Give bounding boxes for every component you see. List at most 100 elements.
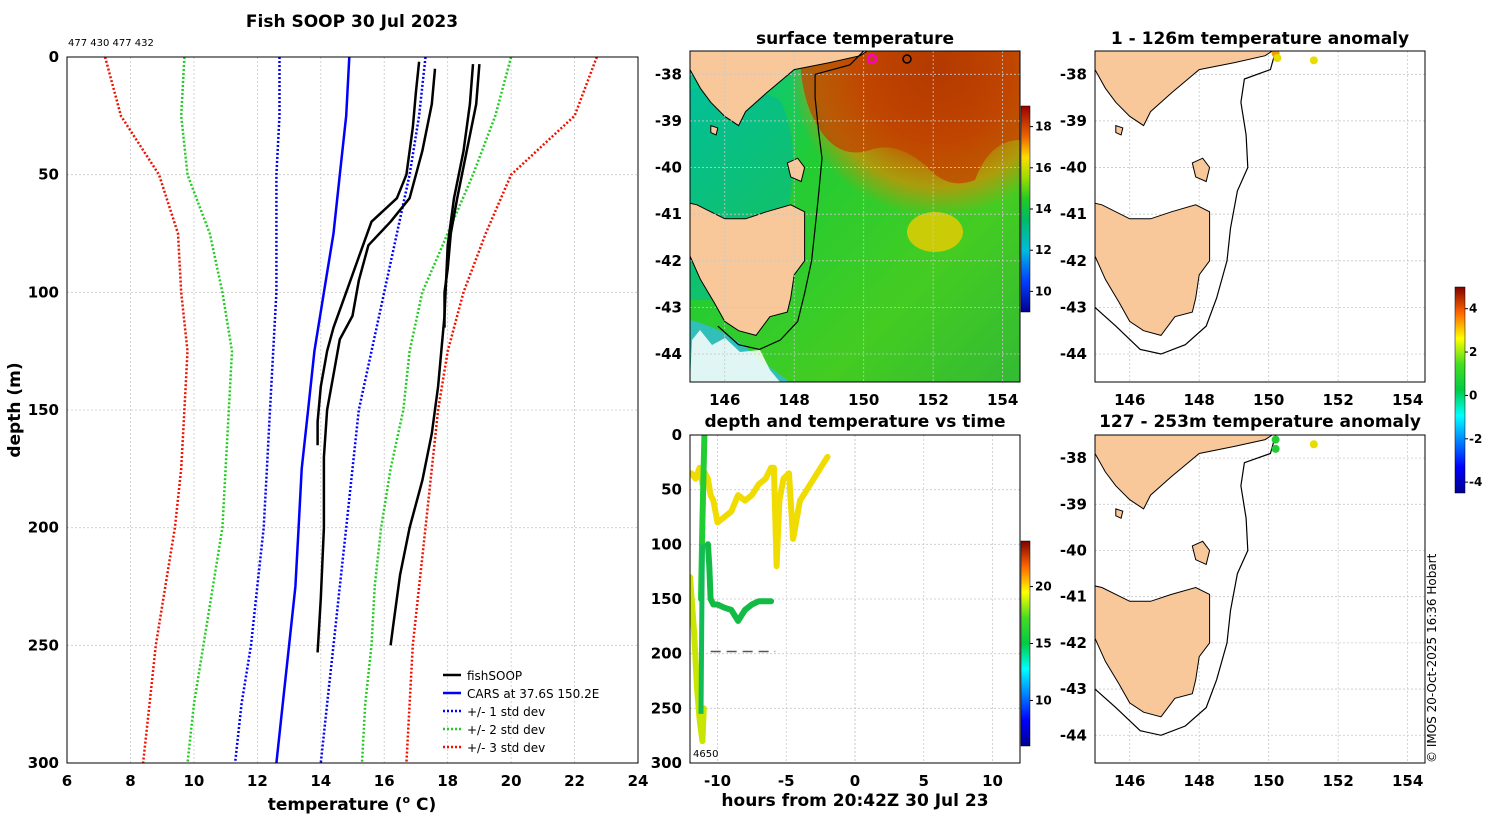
dt-xtick-label: 0 xyxy=(850,772,860,790)
anom1-xtick-label: 146 xyxy=(1114,391,1145,409)
profile-ytick-label: 150 xyxy=(28,401,59,419)
anomaly1-panel: 1 - 126m temperature anomaly 146 148 150 15… xyxy=(1060,29,1426,409)
profile-frame xyxy=(66,56,639,764)
dt-frame xyxy=(689,434,1021,764)
dt-title: depth and temperature vs time xyxy=(705,412,1006,432)
anom1-xtick-label: 150 xyxy=(1253,391,1284,409)
credit-text: © IMOS 20-Oct-2025 16:36 Hobart xyxy=(1425,553,1439,763)
anom2-islet xyxy=(1115,508,1124,519)
anom2-title: 127 - 253m temperature anomaly xyxy=(1099,412,1421,432)
sst-cb-label: 14 xyxy=(1035,202,1052,216)
anom2-isobath xyxy=(1095,435,1277,736)
profile-xtick-label: 16 xyxy=(374,772,395,790)
dt-colorbar xyxy=(1020,540,1031,747)
anom1-ytick-label: -38 xyxy=(1060,65,1087,83)
dt-cb-label: 15 xyxy=(1035,637,1052,651)
profile-ylabel: depth (m) xyxy=(5,362,25,457)
anom2-ytick-label: -40 xyxy=(1060,541,1087,559)
anom2-mainland xyxy=(1095,435,1274,510)
anom1-xtick-label: 152 xyxy=(1323,391,1354,409)
anom2-ytick-label: -44 xyxy=(1060,726,1087,744)
anom2-ytick-label: -43 xyxy=(1060,680,1087,698)
anom1-xtick-label: 148 xyxy=(1184,391,1215,409)
sst-title: surface temperature xyxy=(756,29,954,49)
profile-xtick-label: 20 xyxy=(501,772,522,790)
sst-panel: surface temperature 146 148 150 152 154 -38 -3… xyxy=(655,29,1052,409)
sst-warm-tongue xyxy=(800,51,1020,184)
dt-trace-1 xyxy=(690,453,831,570)
dt-cb-label: 10 xyxy=(1035,693,1052,707)
anomaly2-panel: 127 - 253m temperature anomaly 146 148 150… xyxy=(1060,412,1426,790)
profile-xtick-label: 24 xyxy=(628,772,649,790)
dt-colorbar-ticks: 10 15 20 xyxy=(1030,580,1052,707)
sst-xtick-label: 154 xyxy=(987,391,1018,409)
dt-ytick-label: 100 xyxy=(651,535,682,553)
profile-ytick-label: 300 xyxy=(28,754,59,772)
profile-ids: 477 430 477 432 xyxy=(68,38,154,49)
profile-std_pm3-right xyxy=(405,57,598,763)
anom1-tasmania xyxy=(1095,202,1211,336)
sst-ytick-label: -39 xyxy=(655,112,682,130)
profile-std_pm1-left xyxy=(233,57,281,763)
dt-trace-0 xyxy=(690,574,707,745)
legend-cars: CARS at 37.6S 150.2E xyxy=(467,687,599,701)
sst-tasmania xyxy=(690,202,806,336)
profile-xtick-label: 22 xyxy=(564,772,585,790)
anomaly-cb-label: 4 xyxy=(1469,302,1477,316)
sst-cb-label: 16 xyxy=(1035,161,1052,175)
profile-fishsoop-1 xyxy=(316,68,437,653)
profile-std_pm2-right xyxy=(360,57,513,763)
dt-trace-cold xyxy=(698,544,705,714)
anom1-point xyxy=(1309,56,1318,65)
profile-xtick-label: 8 xyxy=(125,772,135,790)
sst-land xyxy=(690,51,869,336)
anom1-ytick-label: -41 xyxy=(1060,205,1087,223)
anom2-ytick-label: -39 xyxy=(1060,495,1087,513)
anom2-point xyxy=(1309,440,1318,449)
legend-std2: +/- 2 std dev xyxy=(467,723,545,737)
profile-fishsoop-2 xyxy=(443,64,481,328)
anom1-mainland xyxy=(1095,51,1274,127)
anom2-ticks: 146 148 150 152 154 -38 -39 -40 -41 -42 -43 -44 xyxy=(1060,449,1423,790)
sst-flinders xyxy=(786,157,806,183)
sst-mainland xyxy=(690,51,869,127)
anomaly-colorbar-ticks: -4 -2 0 2 4 xyxy=(1465,302,1482,489)
anom2-xtick-label: 148 xyxy=(1184,772,1215,790)
dt-trace-2 xyxy=(704,541,775,624)
anom2-xtick-label: 146 xyxy=(1114,772,1145,790)
anom2-xtick-label: 150 xyxy=(1253,772,1284,790)
sst-cb-label: 10 xyxy=(1035,284,1052,298)
dt-ytick-label: 200 xyxy=(651,645,682,663)
dt-ytick-label: 0 xyxy=(672,426,682,444)
anom1-ytick-label: -40 xyxy=(1060,159,1087,177)
profile-ytick-label: 250 xyxy=(28,636,59,654)
profile-std_pm2-left xyxy=(179,57,234,763)
profile-panel: Fish SOOP 30 Jul 2023 477 430 477 432 6 8… xyxy=(5,12,648,815)
sst-ytick-label: -41 xyxy=(655,205,682,223)
depth-time-panel: depth and temperature vs time -10 -5 0 5 100… xyxy=(651,412,1052,811)
profile-xlabel: temperature (o C) xyxy=(268,793,437,815)
sst-position-marker-2 xyxy=(902,54,912,64)
sst-ytick-label: -44 xyxy=(655,345,682,363)
anom2-xtick-label: 152 xyxy=(1323,772,1354,790)
dt-xtick-label: 5 xyxy=(919,772,929,790)
sst-eddy xyxy=(907,212,963,252)
sst-grid xyxy=(690,51,1020,382)
dt-xtick-label: 10 xyxy=(982,772,1003,790)
dt-xtick-label: -5 xyxy=(778,772,795,790)
anom1-grid xyxy=(1095,51,1425,382)
anom2-land xyxy=(1095,435,1277,736)
dt-ytick-label: 250 xyxy=(651,699,682,717)
anomaly-cb-label: 2 xyxy=(1469,345,1477,359)
dt-ytick-label: 50 xyxy=(661,481,682,499)
anom1-ytick-label: -39 xyxy=(1060,112,1087,130)
sst-colorbar xyxy=(1020,105,1031,313)
sst-cloud-mask xyxy=(690,330,780,382)
sst-ytick-label: -38 xyxy=(655,65,682,83)
profile-ticks: 6 8 10 12 14 16 18 20 22 24 0 50 100 150 200 250 300 xyxy=(28,48,649,790)
dt-bottom-label: 4650 xyxy=(693,749,718,760)
anomaly-cb-label: -4 xyxy=(1469,475,1482,489)
anom1-ytick-label: -44 xyxy=(1060,345,1087,363)
dt-xtick-label: -10 xyxy=(704,772,731,790)
sst-colorbar-ticks: 10 12 14 16 18 xyxy=(1030,120,1052,298)
